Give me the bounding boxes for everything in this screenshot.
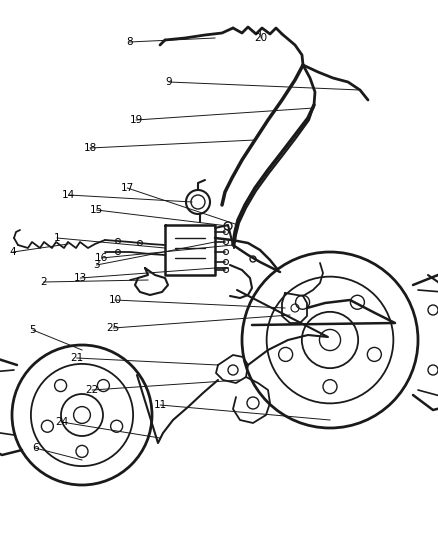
Text: 3: 3	[93, 260, 100, 270]
Text: 10: 10	[108, 295, 121, 305]
Text: 22: 22	[85, 385, 99, 395]
Text: 9: 9	[165, 77, 172, 87]
Text: 14: 14	[62, 190, 75, 200]
Text: 1: 1	[53, 233, 60, 243]
Text: 13: 13	[74, 273, 87, 283]
Text: 17: 17	[120, 183, 134, 193]
Text: 5: 5	[29, 325, 36, 335]
Text: 25: 25	[106, 323, 120, 333]
Text: 18: 18	[83, 143, 96, 153]
Text: 6: 6	[32, 443, 39, 453]
Text: 20: 20	[254, 33, 267, 43]
Text: 4: 4	[10, 247, 17, 257]
Text: 15: 15	[90, 205, 103, 215]
Text: 21: 21	[70, 353, 83, 363]
Text: 19: 19	[129, 115, 142, 125]
Text: 8: 8	[126, 37, 133, 47]
Text: 2: 2	[40, 277, 47, 287]
Text: 24: 24	[55, 417, 68, 427]
Text: 16: 16	[95, 253, 108, 263]
Text: 11: 11	[153, 400, 166, 410]
